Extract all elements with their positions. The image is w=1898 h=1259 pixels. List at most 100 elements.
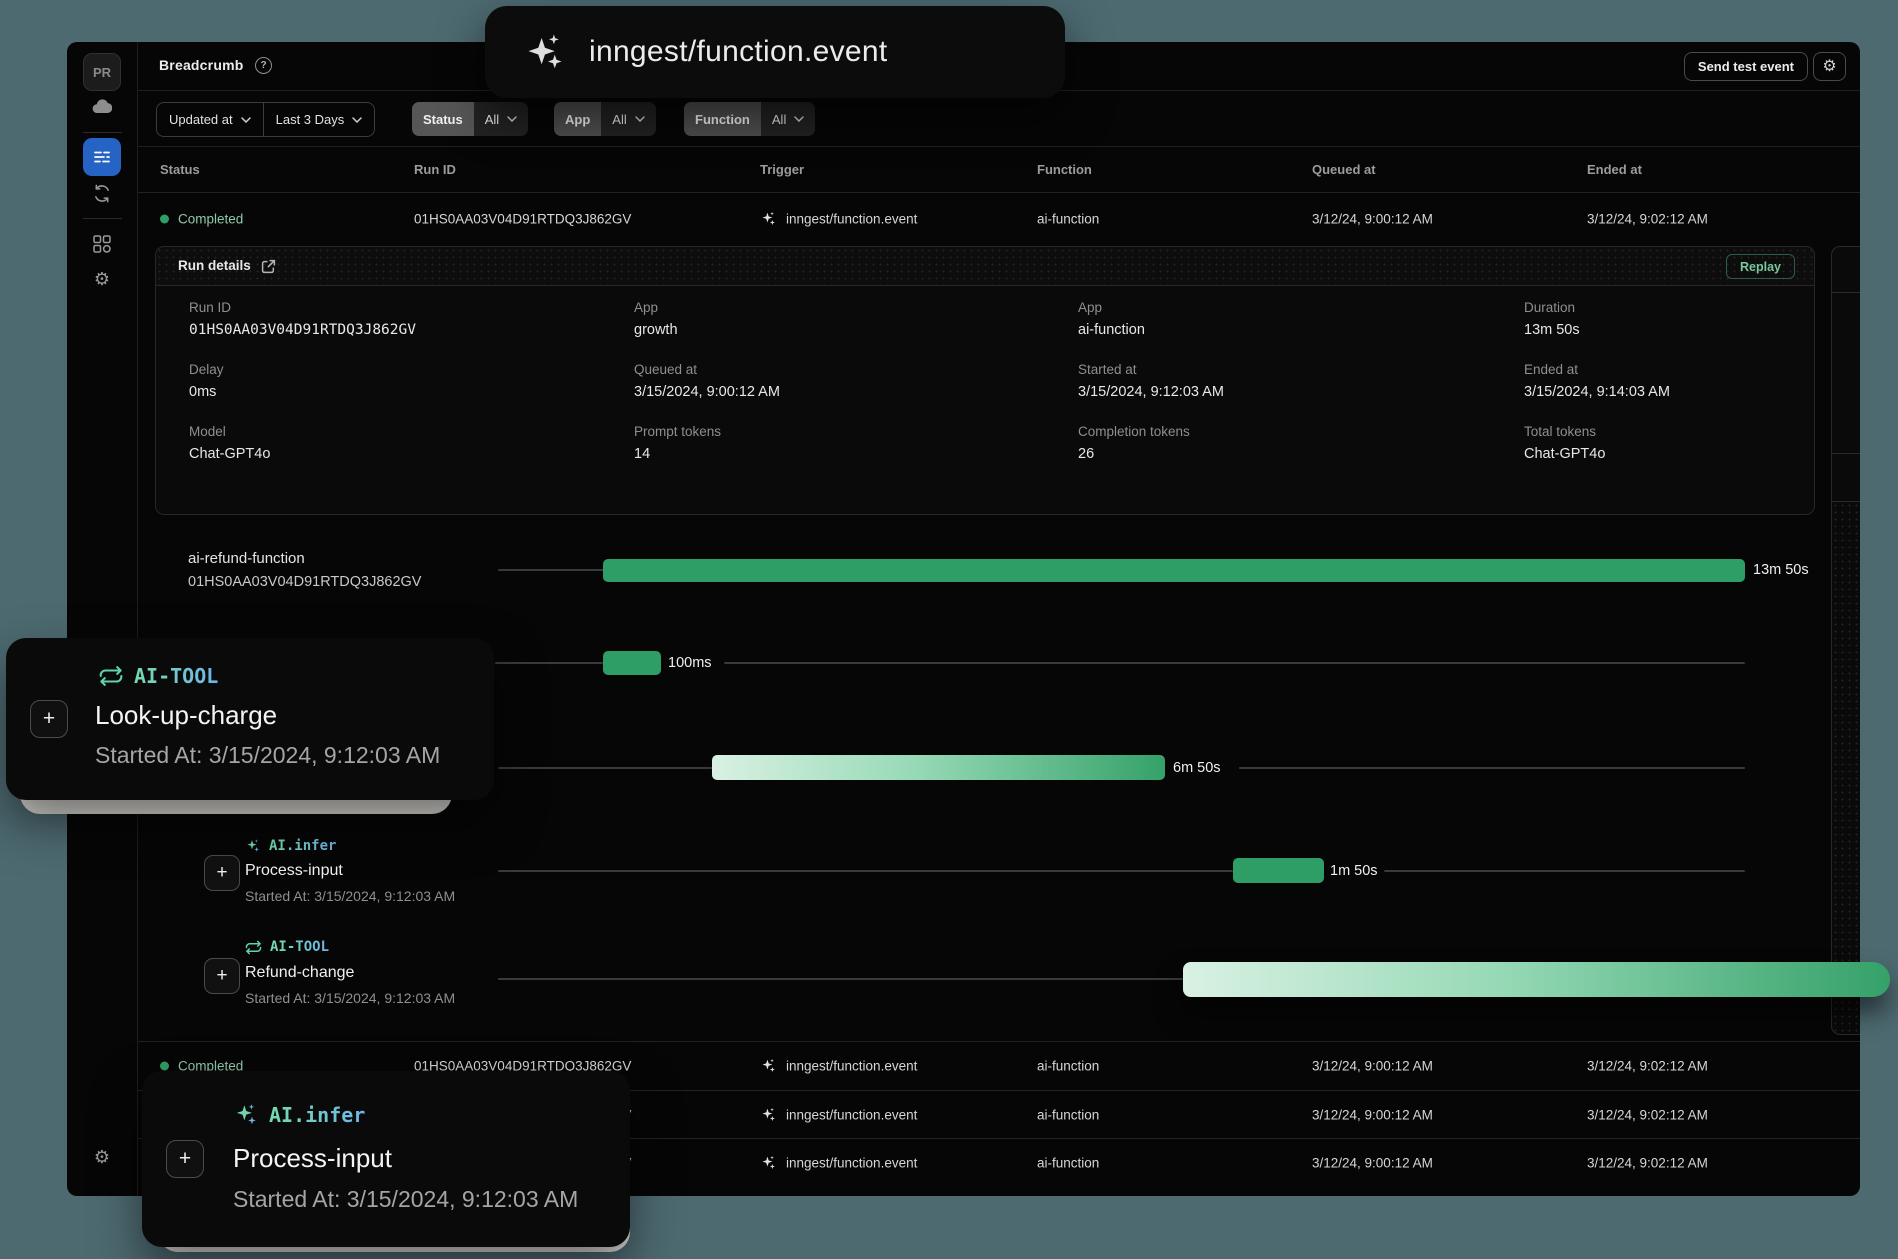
refresh-icon [95,184,109,203]
function-filter[interactable]: Function All [684,102,816,136]
status-cell: Completed [160,212,243,227]
app-filter-value: All [601,102,656,136]
dot-pattern [1832,501,1860,1035]
run-details-header: Run details Replay [156,247,1814,286]
table-row[interactable]: Completed 01HS0AA03V04D91RTDQ3J862GV inn… [138,195,1860,243]
app-link[interactable]: growth [634,322,678,338]
settings-button[interactable]: ⚙ [1813,52,1846,81]
gear-icon: ⚙ [93,269,111,289]
timeline-root-run-id: 01HS0AA03V04D91RTDQ3J862GV [188,574,422,590]
step-tooltip-process-input[interactable]: AI.infer + Process-input Started At: 3/1… [142,1071,630,1247]
trigger-text: inngest/function.event [786,211,918,227]
field-duration: Duration 13m 50s [1524,300,1580,338]
status-filter[interactable]: Status All [412,102,529,136]
avatar-initials: PR [83,53,121,91]
sidebar-divider [83,218,122,219]
sidebar-item-settings-bottom[interactable]: ⚙ [94,1148,110,1166]
ended-at-cell: 3/12/24, 9:02:12 AM [1587,211,1708,227]
step-tooltip-look-up-charge[interactable]: AI-TOOL + Look-up-charge Started At: 3/1… [6,638,494,800]
gantt-bar-root[interactable] [603,559,1745,582]
sort-filter-label: Updated at [169,112,233,127]
expand-step-button[interactable]: + [166,1140,204,1178]
function-link[interactable]: ai-function [1037,1107,1100,1123]
step-type: AI-TOOL [98,664,218,688]
field-ended-at: Ended at 3/15/2024, 9:14:03 AM [1524,362,1670,400]
step-name: Refund-change [245,964,355,981]
runs-list-icon [94,151,110,163]
expand-step-button[interactable]: + [204,855,240,891]
sidebar: PR [67,42,138,1196]
step-started-at: Started At: 3/15/2024, 9:12:03 AM [95,742,441,768]
col-queued-at: Queued at [1312,162,1376,177]
field-delay: Delay 0ms [189,362,224,400]
help-icon[interactable]: ? [255,57,272,74]
event-name: inngest/function.event [589,35,888,68]
side-drawer-collapsed[interactable] [1831,246,1860,1035]
cloud-icon [92,99,112,114]
function-link[interactable]: ai-function [1037,1155,1100,1171]
status-filter-label: Status [412,102,474,136]
gantt-bar-step[interactable] [1233,858,1324,883]
gear-icon: ⚙ [93,1147,111,1167]
event-hover-card[interactable]: inngest/function.event [485,6,1065,98]
date-range-filter[interactable]: Last 3 Days [262,103,375,136]
field-queued-at: Queued at 3/15/2024, 9:00:12 AM [634,362,780,400]
function-filter-label: Function [684,102,761,136]
function-link[interactable]: ai-function [1037,211,1100,227]
sidebar-item-apps[interactable] [92,234,112,254]
gantt-bar-step[interactable] [712,755,1165,780]
external-link-icon[interactable] [261,259,276,274]
field-app-2: App ai-function [1078,300,1524,338]
step-name: Process-input [245,862,343,879]
loop-icon [99,666,123,686]
function-link[interactable]: ai-function [1037,1058,1100,1074]
chevron-down-icon [507,116,517,122]
app-window: PR [67,42,1890,1196]
trigger-cell: inngest/function.event [760,211,917,228]
step-type: AI.infer [233,1102,365,1128]
status-dot [160,214,169,224]
sidebar-item-runs-active[interactable] [83,138,121,176]
avatar[interactable]: PR [83,53,121,91]
send-test-event-button[interactable]: Send test event [1683,52,1808,81]
col-run-id: Run ID [414,162,456,177]
gear-icon: ⚙ [1822,57,1837,75]
sidebar-divider [83,132,122,133]
gantt-bar-step-hovered[interactable] [1183,962,1890,997]
chevron-down-icon [352,116,363,123]
step-started-at: Started At: 3/15/2024, 9:12:03 AM [245,888,456,904]
sidebar-item-settings[interactable]: ⚙ [94,270,110,288]
step-name: Process-input [233,1143,392,1173]
field-started-at: Started at 3/15/2024, 9:12:03 AM [1078,362,1224,400]
run-details-fields: Run ID 01HS0AA03V04D91RTDQ3J862GV App gr… [189,300,1789,462]
table-row[interactable]: Completed 01HS0AA03V04D91RTDQ3J862GV inn… [138,1042,1860,1090]
sparkle-icon [236,1104,256,1125]
app-link[interactable]: ai-function [1078,322,1145,338]
status-filter-value-text: All [484,111,500,127]
function-filter-value: All [760,102,816,136]
gantt-bar-step[interactable] [603,651,661,675]
step-name: Look-up-charge [95,700,278,730]
app-filter[interactable]: App All [554,102,656,136]
app-filter-label: App [554,102,602,136]
sparkle-icon [247,839,259,852]
status-cell: Completed [160,1059,243,1074]
breadcrumb: Breadcrumb [159,57,244,73]
col-status: Status [160,162,200,177]
sort-filter[interactable]: Updated at [157,103,263,136]
sparkle-icon [528,34,562,69]
sidebar-item-cloud[interactable] [92,98,112,114]
sparkle-icon [762,1107,775,1122]
chevron-down-icon [794,116,805,122]
date-range-label: Last 3 Days [275,112,345,127]
sparkle-icon [762,211,775,226]
sidebar-item-sync[interactable] [93,184,112,203]
expand-step-button[interactable]: + [204,958,240,994]
replay-button[interactable]: Replay [1726,254,1795,279]
sort-range-filter: Updated at Last 3 Days [156,102,376,137]
expand-step-button[interactable]: + [30,700,68,738]
duration-label: 1m 50s [1330,863,1378,879]
field-prompt-tokens: Prompt tokens 14 [634,424,722,462]
filterbar: Updated at Last 3 Days Status All App A [138,91,1860,147]
